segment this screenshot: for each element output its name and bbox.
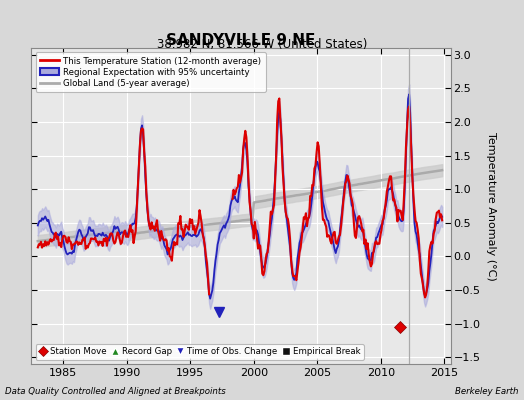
Y-axis label: Temperature Anomaly (°C): Temperature Anomaly (°C) xyxy=(486,132,496,280)
Text: 38.982 N, 81.566 W (United States): 38.982 N, 81.566 W (United States) xyxy=(157,38,367,51)
Title: SANDYVILLE 9 NE: SANDYVILLE 9 NE xyxy=(166,33,316,48)
Text: Berkeley Earth: Berkeley Earth xyxy=(455,387,519,396)
Text: Data Quality Controlled and Aligned at Breakpoints: Data Quality Controlled and Aligned at B… xyxy=(5,387,226,396)
Legend: Station Move, Record Gap, Time of Obs. Change, Empirical Break: Station Move, Record Gap, Time of Obs. C… xyxy=(36,344,364,360)
